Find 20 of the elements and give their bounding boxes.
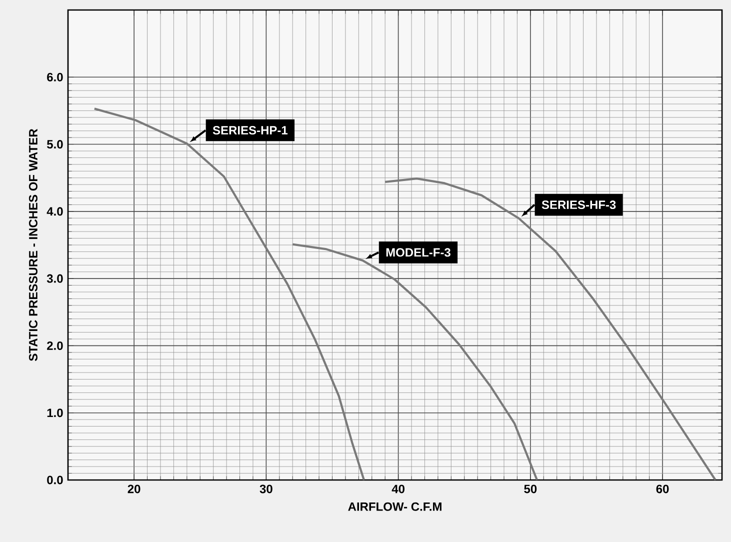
y-tick-label: 2.0 (47, 341, 63, 350)
y-tick-label: 1.0 (47, 408, 63, 418)
y-tick-label: 3.0 (46, 274, 63, 283)
line-series (292, 243, 538, 480)
x-tick-label: 50 (524, 484, 537, 494)
y-tick-label: 5.0 (46, 140, 63, 149)
y-tick-label: 4.0 (46, 207, 63, 216)
x-tick-label: 40 (392, 484, 404, 494)
x-tick-label: 60 (656, 484, 669, 494)
x-tick-label: 30 (260, 484, 272, 494)
y-axis-title: STATIC PRESSURE - INCHES OF WATER (28, 128, 38, 361)
x-tick-label: 20 (128, 484, 140, 494)
line-series (93, 108, 366, 480)
text: SERIES-HP-1 (212, 126, 288, 135)
y-tick-label: 6.0 (47, 72, 63, 82)
series-label: MODEL-F-3 (386, 248, 450, 257)
series-label: SERIES-HF-3 (542, 200, 616, 210)
line-series (384, 177, 716, 480)
y-tick-label: 0.0 (47, 476, 63, 484)
x-axis-title: AIRFLOW- C.F.M (348, 502, 442, 511)
